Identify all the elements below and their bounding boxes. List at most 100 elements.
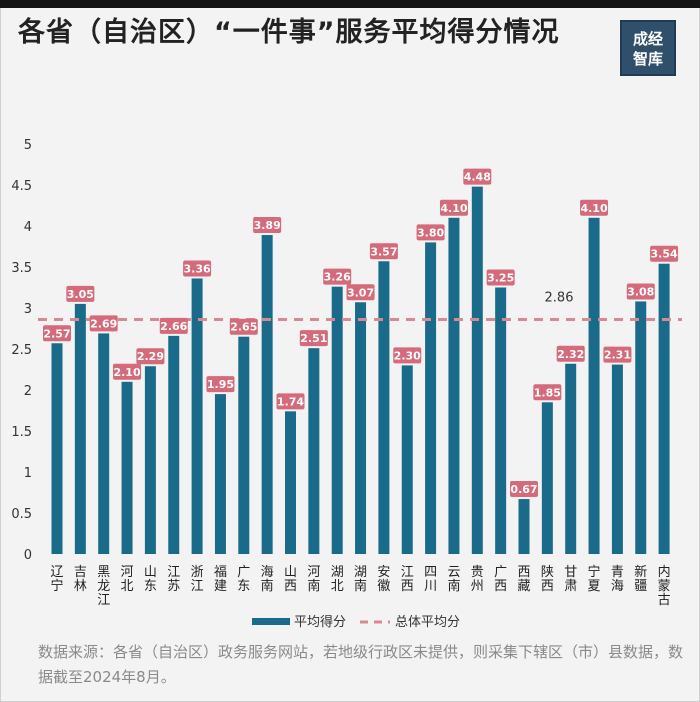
- x-label-13-char: 湖: [354, 565, 367, 580]
- value-label-box-24: [603, 346, 632, 363]
- value-label-19: 3.25: [487, 272, 514, 285]
- top-bar: [0, 0, 700, 8]
- x-label-23-char: 夏: [588, 579, 601, 594]
- x-label-22-char: 肃: [564, 579, 577, 594]
- value-label-box-4: [136, 348, 165, 365]
- value-label-14: 3.57: [370, 245, 397, 258]
- value-label-box-19: [486, 269, 515, 286]
- chart-title: 各省（自治区）“一件事”服务平均得分情况: [18, 17, 560, 48]
- y-tick-label: 0: [24, 548, 32, 563]
- bar-7: [214, 394, 226, 554]
- x-label-25-char: 疆: [634, 579, 647, 594]
- x-label-0-char: 宁: [50, 578, 63, 594]
- y-tick-label: 1.5: [11, 425, 32, 440]
- bar-1: [74, 303, 86, 554]
- x-label-12-char: 湖: [331, 565, 344, 580]
- value-label-box-20: [510, 481, 538, 498]
- chart-legend: 平均得分 总体平均分: [252, 614, 460, 630]
- x-label-17-char: 南: [447, 578, 460, 594]
- value-label-box-10: [276, 393, 305, 410]
- bar-chart: 00.511.522.533.544.55 2.86 2.573.052.692…: [11, 138, 682, 608]
- x-label-3-char: 河: [121, 565, 134, 580]
- value-label-4: 2.29: [137, 350, 164, 363]
- value-label-box-26: [650, 245, 679, 262]
- x-label-12-char: 北: [331, 579, 344, 594]
- x-label-9-char: 南: [261, 578, 274, 594]
- y-tick-label: 4.5: [11, 179, 32, 194]
- legend-bar-swatch: [252, 618, 290, 625]
- bar-12: [331, 286, 343, 554]
- value-label-26: 3.54: [651, 248, 678, 261]
- y-tick-label: 5: [24, 138, 32, 153]
- x-label-22-char: 甘: [564, 565, 577, 580]
- x-label-1-char: 林: [74, 579, 87, 594]
- bar-21: [541, 402, 553, 554]
- value-label-box-5: [159, 317, 188, 334]
- x-label-11-char: 河: [307, 565, 320, 580]
- value-label-6: 3.36: [184, 262, 211, 275]
- value-label-box-3: [113, 363, 142, 380]
- value-label-box-0: [43, 325, 71, 342]
- x-label-1-char: 吉: [74, 565, 87, 580]
- value-label-box-21: [533, 384, 562, 401]
- value-label-box-15: [393, 347, 422, 364]
- value-label-box-14: [369, 243, 398, 260]
- x-label-2-char: 黑: [97, 565, 110, 580]
- bar-9: [261, 235, 273, 554]
- logo-badge: 成经 智库: [620, 20, 676, 76]
- bar-0: [51, 343, 63, 554]
- value-label-box-16: [416, 224, 445, 241]
- x-label-4-char: 东: [144, 579, 157, 594]
- value-label-box-22: [556, 345, 585, 362]
- x-label-7-char: 建: [214, 579, 227, 594]
- x-label-21-char: 陕: [541, 565, 554, 580]
- x-label-20-char: 藏: [517, 579, 530, 594]
- y-tick-label: 3: [24, 302, 32, 317]
- value-label-7: 1.95: [207, 378, 234, 391]
- bar-5: [168, 335, 180, 554]
- value-label-box-18: [463, 168, 492, 185]
- x-label-24-char: 海: [611, 579, 624, 594]
- x-label-11-char: 南: [307, 578, 320, 594]
- source-note: 数据来源：各省（自治区）政务服务网站，若地级行政区未提供，则采集下辖区（市）县数…: [38, 643, 684, 686]
- bar-15: [401, 365, 413, 554]
- x-label-26-char: 古: [658, 593, 671, 608]
- bar-11: [308, 348, 320, 554]
- bar-19: [495, 287, 507, 554]
- y-tick-label: 2: [24, 384, 32, 399]
- value-label-22: 2.32: [557, 348, 584, 361]
- value-label-5: 2.66: [160, 320, 187, 333]
- value-label-1: 3.05: [67, 288, 94, 301]
- x-label-5-char: 江: [167, 565, 180, 580]
- x-label-13-char: 南: [354, 578, 367, 594]
- value-label-0: 2.57: [43, 327, 70, 340]
- x-label-5-char: 苏: [167, 578, 180, 594]
- x-label-15-char: 西: [401, 579, 414, 594]
- x-label-26-char: 内: [658, 564, 671, 580]
- x-label-16-char: 川: [424, 579, 437, 594]
- x-label-8-char: 东: [237, 579, 250, 594]
- value-label-8: 2.65: [230, 321, 257, 334]
- bar-16: [425, 242, 437, 554]
- value-label-2: 2.69: [90, 317, 117, 330]
- bar-26: [658, 263, 670, 554]
- value-label-11: 2.51: [300, 332, 327, 345]
- value-label-9: 3.89: [254, 219, 281, 232]
- bar-4: [144, 366, 156, 554]
- bar-24: [611, 364, 623, 554]
- x-label-7-char: 福: [214, 565, 227, 580]
- value-label-box-25: [626, 283, 655, 300]
- value-label-15: 2.30: [394, 349, 421, 362]
- x-label-21-char: 西: [541, 579, 554, 594]
- x-label-2-char: 江: [97, 593, 110, 608]
- x-label-4-char: 山: [144, 565, 157, 580]
- x-label-10-char: 山: [284, 565, 297, 580]
- x-label-26-char: 蒙: [658, 579, 671, 594]
- x-label-14-char: 徽: [377, 579, 390, 594]
- x-label-17-char: 云: [447, 565, 460, 580]
- value-label-box-2: [89, 315, 118, 332]
- bar-18: [471, 186, 483, 554]
- value-label-box-9: [253, 217, 282, 234]
- x-label-6-char: 浙: [191, 565, 204, 580]
- value-label-13: 3.07: [347, 286, 374, 299]
